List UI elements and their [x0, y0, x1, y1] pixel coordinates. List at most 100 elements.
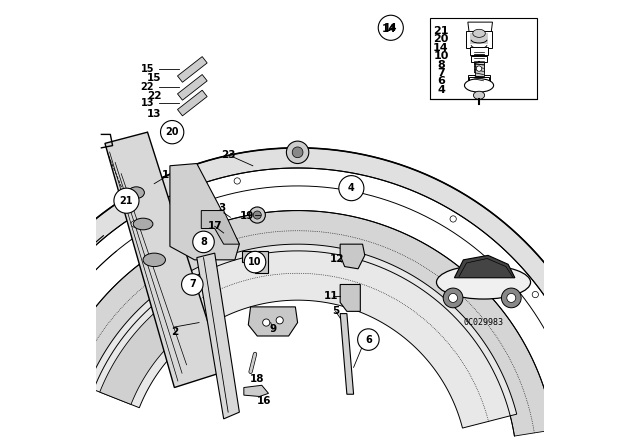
Circle shape	[346, 176, 352, 182]
Ellipse shape	[128, 187, 145, 198]
Circle shape	[339, 176, 364, 201]
Bar	[470, 47, 488, 56]
Text: 11: 11	[324, 291, 339, 301]
Circle shape	[287, 141, 309, 164]
Ellipse shape	[133, 218, 153, 230]
Circle shape	[253, 211, 261, 219]
Circle shape	[443, 288, 463, 308]
Text: 4: 4	[437, 85, 445, 95]
Text: 7: 7	[437, 68, 445, 78]
Text: 2: 2	[171, 327, 178, 336]
Circle shape	[249, 207, 266, 223]
Text: 15: 15	[147, 73, 161, 83]
Polygon shape	[20, 314, 42, 332]
Polygon shape	[197, 253, 239, 419]
Polygon shape	[100, 291, 202, 405]
Polygon shape	[468, 22, 493, 40]
Polygon shape	[241, 251, 269, 273]
Text: 10: 10	[248, 257, 262, 267]
Circle shape	[502, 288, 521, 308]
Text: 21: 21	[433, 26, 449, 36]
Circle shape	[450, 216, 456, 222]
Polygon shape	[202, 211, 239, 244]
Bar	[468, 75, 490, 83]
Polygon shape	[244, 385, 269, 396]
Text: 20: 20	[433, 34, 449, 44]
Text: 18: 18	[250, 374, 264, 383]
Bar	[474, 54, 484, 72]
Ellipse shape	[476, 84, 483, 97]
Polygon shape	[248, 307, 298, 336]
Bar	[470, 33, 488, 44]
Ellipse shape	[474, 91, 484, 99]
Ellipse shape	[436, 265, 531, 299]
Polygon shape	[454, 255, 515, 278]
Circle shape	[449, 293, 458, 302]
Polygon shape	[105, 132, 224, 388]
Circle shape	[358, 329, 379, 350]
Circle shape	[580, 392, 587, 398]
Text: 14: 14	[382, 24, 397, 34]
Circle shape	[507, 293, 516, 302]
Polygon shape	[0, 148, 616, 432]
Circle shape	[532, 291, 538, 297]
Polygon shape	[87, 244, 516, 428]
Text: 17: 17	[207, 221, 222, 231]
Bar	[468, 77, 490, 87]
Ellipse shape	[473, 29, 485, 37]
Bar	[475, 62, 484, 76]
Circle shape	[193, 231, 214, 253]
Text: 22: 22	[141, 82, 154, 92]
Circle shape	[131, 221, 138, 227]
Circle shape	[51, 299, 58, 305]
Circle shape	[114, 188, 139, 213]
Text: 21: 21	[120, 196, 133, 206]
Circle shape	[161, 121, 184, 144]
Text: 22: 22	[147, 91, 161, 101]
Text: 8: 8	[200, 237, 207, 247]
Polygon shape	[177, 90, 207, 116]
Ellipse shape	[482, 265, 500, 289]
Bar	[430, 18, 538, 99]
Polygon shape	[340, 284, 360, 311]
Bar	[467, 30, 492, 48]
Circle shape	[244, 251, 266, 273]
Text: 13: 13	[147, 109, 161, 119]
Text: 3: 3	[218, 203, 225, 213]
Text: 10: 10	[433, 51, 449, 61]
Ellipse shape	[486, 276, 496, 287]
Text: 13: 13	[141, 98, 154, 108]
Text: 14: 14	[433, 43, 449, 53]
Polygon shape	[170, 164, 239, 260]
Circle shape	[476, 66, 482, 71]
Text: 14: 14	[384, 23, 397, 33]
Text: 8: 8	[437, 60, 445, 70]
Circle shape	[234, 178, 241, 184]
Circle shape	[182, 274, 203, 295]
Polygon shape	[340, 244, 365, 269]
Text: 6: 6	[365, 335, 372, 345]
Text: 20: 20	[165, 127, 179, 137]
Text: 1: 1	[162, 170, 169, 180]
Polygon shape	[340, 314, 353, 394]
Ellipse shape	[143, 253, 165, 267]
Circle shape	[276, 317, 284, 324]
Circle shape	[262, 319, 270, 326]
Text: 12: 12	[330, 254, 344, 264]
Polygon shape	[177, 56, 207, 82]
Text: 0C029983: 0C029983	[463, 318, 504, 327]
Bar	[471, 56, 487, 62]
Polygon shape	[177, 74, 207, 100]
Text: 9: 9	[269, 324, 276, 334]
Text: 16: 16	[257, 396, 271, 406]
Text: 7: 7	[189, 280, 196, 289]
Text: 19: 19	[240, 211, 255, 221]
Circle shape	[6, 401, 13, 407]
Text: 4: 4	[348, 183, 355, 193]
Circle shape	[292, 147, 303, 158]
Text: 15: 15	[141, 65, 154, 74]
Polygon shape	[40, 211, 554, 443]
Ellipse shape	[465, 79, 493, 92]
Text: 5: 5	[332, 306, 339, 316]
Text: 6: 6	[437, 77, 445, 86]
